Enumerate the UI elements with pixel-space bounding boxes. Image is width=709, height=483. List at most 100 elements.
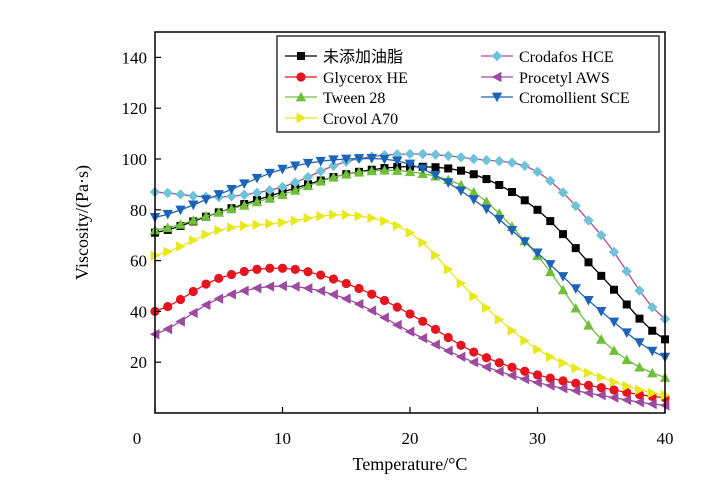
data-point [239, 285, 249, 296]
data-point [251, 282, 262, 294]
data-point [520, 196, 529, 205]
data-point [316, 270, 326, 280]
data-point [557, 187, 569, 198]
data-point [583, 380, 594, 390]
data-point [596, 334, 607, 344]
data-point [213, 190, 224, 200]
data-point [596, 306, 607, 317]
legend-marker [491, 92, 503, 103]
data-point [354, 210, 365, 222]
data-point [621, 394, 632, 406]
data-point [392, 156, 403, 167]
data-point [456, 278, 467, 289]
data-point [520, 366, 530, 376]
data-point [162, 209, 173, 220]
data-point [468, 195, 479, 205]
data-point [302, 158, 314, 169]
data-point [392, 319, 402, 331]
data-point [213, 207, 224, 217]
data-point [443, 264, 454, 275]
data-point [430, 170, 441, 181]
data-point [226, 269, 237, 280]
data-point [226, 184, 237, 195]
legend-item: 未添加油脂 [285, 48, 403, 66]
x-tick-label: 30 [529, 429, 546, 448]
data-point [545, 380, 555, 391]
ticks-layer: 0 10 20 30 40 20 40 60 80 100 120 140 [122, 48, 674, 448]
data-point [163, 246, 173, 257]
data-point [162, 323, 173, 335]
data-point [200, 195, 212, 205]
legend-item: Cromollient SCE [481, 90, 630, 107]
data-point [557, 383, 568, 394]
data-point [404, 148, 416, 160]
data-point [494, 314, 505, 325]
data-point [405, 227, 416, 238]
data-point [367, 212, 377, 224]
data-point [481, 353, 492, 363]
data-point [239, 200, 250, 210]
data-point [570, 302, 581, 313]
data-point [443, 332, 453, 343]
legend-label: Cromollient SCE [519, 90, 630, 107]
data-point [634, 285, 645, 296]
data-point [506, 226, 518, 236]
legend-label: Crodafos HCE [519, 49, 614, 66]
data-point [175, 205, 186, 216]
data-point [634, 396, 644, 408]
data-point [481, 155, 492, 166]
data-point [366, 305, 377, 316]
data-point [405, 309, 415, 319]
y-tick-label: 60 [130, 252, 147, 271]
data-point [431, 250, 441, 261]
data-point [251, 196, 263, 207]
data-point [494, 155, 505, 167]
data-point [251, 187, 263, 199]
data-point [532, 370, 543, 380]
data-point [545, 351, 556, 363]
legend-label: Procetyl AWS [519, 70, 610, 87]
legend-label: Glycerox HE [323, 70, 408, 87]
data-point [468, 186, 479, 197]
data-point [647, 302, 658, 313]
data-point [303, 267, 313, 277]
data-point [316, 210, 326, 222]
data-point [469, 170, 478, 179]
data-point [431, 163, 440, 172]
data-point [290, 281, 300, 292]
data-point [621, 328, 632, 338]
data-point [328, 172, 339, 182]
legend-item: Crodafos HCE [481, 49, 614, 66]
data-point [532, 377, 542, 388]
data-point [392, 302, 402, 312]
data-point [608, 392, 619, 403]
plot-layer [149, 148, 671, 411]
data-point [265, 218, 275, 229]
data-point [584, 367, 594, 379]
data-point [457, 166, 465, 175]
data-point [622, 380, 632, 392]
legend-marker [296, 112, 307, 124]
data-point [353, 298, 364, 310]
legend-label: Crovol A70 [323, 111, 398, 128]
data-point [162, 222, 173, 233]
data-point [277, 280, 287, 292]
data-point [380, 215, 390, 227]
data-point [379, 165, 390, 175]
data-point [214, 273, 224, 283]
data-point [417, 332, 428, 344]
legend-marker [295, 91, 307, 102]
data-point [532, 248, 543, 259]
data-point [609, 385, 619, 395]
data-point [315, 165, 326, 177]
legend-label: 未添加油脂 [323, 48, 403, 66]
data-point [609, 376, 620, 388]
data-point [430, 149, 441, 160]
data-point [596, 230, 607, 241]
data-point [188, 200, 199, 211]
data-point [596, 372, 607, 383]
data-point [583, 215, 594, 226]
data-point [188, 307, 198, 319]
data-point [443, 345, 453, 357]
data-point [252, 219, 263, 230]
